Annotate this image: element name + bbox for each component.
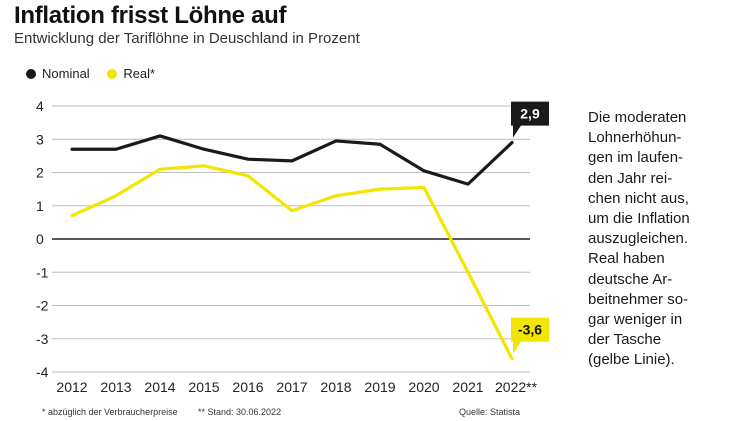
x-tick-label: 2012: [56, 379, 87, 395]
chart-title: Inflation frisst Löhne auf: [14, 2, 287, 29]
y-tick-label: 3: [36, 131, 44, 147]
y-tick-label: 4: [36, 98, 44, 114]
footnote-source: Quelle: Statista: [459, 407, 521, 417]
legend-swatch-nominal: [26, 68, 36, 79]
y-tick-label: -2: [36, 298, 49, 314]
callout-real: -3,6: [511, 317, 549, 354]
x-tick-label: 2014: [144, 379, 175, 395]
legend-label-nominal: Nominal: [42, 66, 90, 81]
x-tick-label: 2015: [188, 379, 219, 395]
y-tick-label: 1: [36, 198, 44, 214]
chart-subtitle: Entwicklung der Tariflöhne in Deuschland…: [14, 30, 360, 47]
y-tick-label: 0: [36, 231, 44, 247]
legend-swatch-real: [107, 68, 118, 79]
x-tick-label: 2022**: [495, 379, 538, 395]
y-tick-label: -1: [36, 264, 49, 280]
legend-item-nominal: Nominal: [26, 66, 90, 81]
series-line-nominal: [70, 134, 514, 186]
callout-box: [511, 101, 549, 138]
x-tick-label: 2013: [100, 379, 131, 395]
legend-label-real: Real*: [123, 66, 156, 81]
y-tick-label: -4: [36, 364, 49, 380]
legend-item-real: Real*: [107, 66, 155, 81]
x-tick-label: 2019: [364, 379, 395, 395]
x-tick-label: 2016: [232, 379, 263, 395]
footnote-left: * abzüglich der Verbraucherpreise: [42, 407, 178, 417]
footnote-middle: ** Stand: 30.06.2022: [198, 407, 282, 417]
y-tick-label: 2: [36, 165, 44, 181]
callout-nominal: 2,9: [511, 101, 549, 138]
x-tick-label: 2018: [320, 379, 351, 395]
callout-label: 2,9: [520, 106, 540, 122]
sidebar-description: Die moderaten Lohnerhöhun- gen im laufen…: [588, 109, 690, 369]
x-tick-label: 2017: [276, 379, 307, 395]
x-tick-label: 2021: [452, 379, 483, 395]
x-tick-label: 2020: [408, 379, 439, 395]
series-line-real: [70, 164, 514, 361]
callout-box: [511, 317, 549, 354]
chart-legend: Nominal Real*: [26, 66, 169, 82]
y-tick-label: -3: [36, 331, 49, 347]
callout-label: -3,6: [518, 322, 542, 338]
